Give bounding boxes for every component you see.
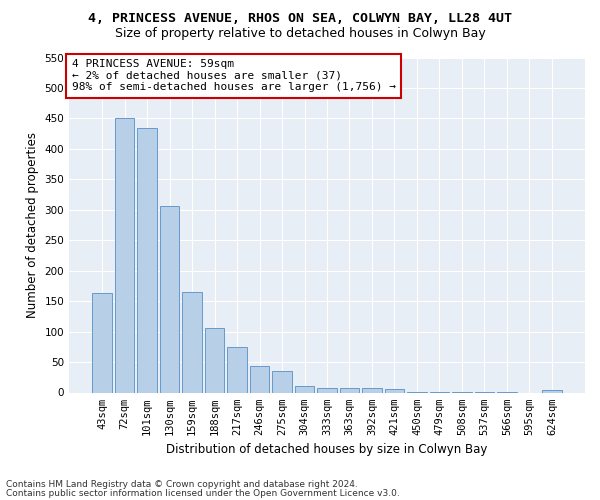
Y-axis label: Number of detached properties: Number of detached properties [26, 132, 39, 318]
Bar [317, 388, 337, 392]
Bar [272, 371, 292, 392]
Bar [542, 390, 562, 392]
Bar [115, 118, 134, 392]
Bar [227, 347, 247, 393]
X-axis label: Distribution of detached houses by size in Colwyn Bay: Distribution of detached houses by size … [166, 443, 488, 456]
Bar [92, 293, 112, 392]
Bar [340, 388, 359, 392]
Text: 4, PRINCESS AVENUE, RHOS ON SEA, COLWYN BAY, LL28 4UT: 4, PRINCESS AVENUE, RHOS ON SEA, COLWYN … [88, 12, 512, 26]
Bar [205, 328, 224, 392]
Bar [182, 292, 202, 392]
Bar [295, 386, 314, 392]
Bar [160, 206, 179, 392]
Text: Contains public sector information licensed under the Open Government Licence v3: Contains public sector information licen… [6, 488, 400, 498]
Text: Contains HM Land Registry data © Crown copyright and database right 2024.: Contains HM Land Registry data © Crown c… [6, 480, 358, 489]
Text: Size of property relative to detached houses in Colwyn Bay: Size of property relative to detached ho… [115, 28, 485, 40]
Bar [137, 128, 157, 392]
Bar [385, 390, 404, 392]
Bar [250, 366, 269, 392]
Text: 4 PRINCESS AVENUE: 59sqm
← 2% of detached houses are smaller (37)
98% of semi-de: 4 PRINCESS AVENUE: 59sqm ← 2% of detache… [71, 59, 395, 92]
Bar [362, 388, 382, 392]
